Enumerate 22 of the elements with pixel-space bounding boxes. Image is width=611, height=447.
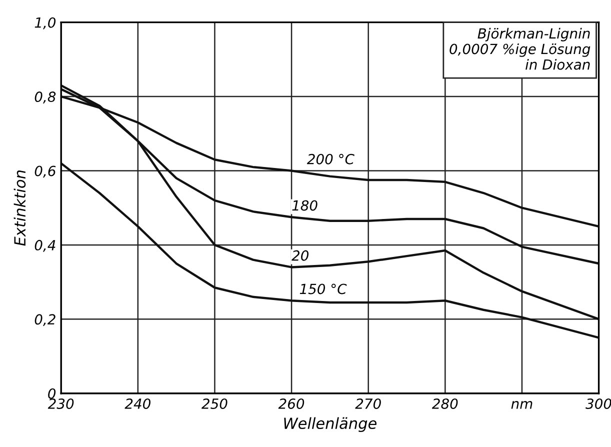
x-tick-label: 270: [355, 398, 381, 409]
x-tick-label: 300: [586, 398, 611, 409]
y-tick-label: 0,4: [34, 240, 56, 252]
y-tick-label: 0,6: [34, 166, 56, 178]
y-axis-title: Extinktion: [14, 170, 26, 246]
x-axis-title: Wellenlänge: [284, 417, 376, 432]
x-tick-label: 280: [432, 398, 458, 409]
x-tick-label: 240: [124, 398, 150, 409]
y-tick-label: 0: [48, 388, 56, 399]
annotation: 20: [292, 250, 309, 261]
annotation: Björkman-Lignin 0,0007 %ige Lösung in Dioxan: [450, 28, 590, 70]
annotation: 180: [292, 200, 318, 211]
x-tick-label: nm: [511, 400, 532, 409]
x-tick-label: 250: [202, 398, 228, 409]
line-series: [61, 88, 599, 320]
x-tick-label: 260: [278, 398, 304, 409]
y-tick-label: 0,8: [34, 92, 56, 104]
annotation: 150 °C: [300, 284, 347, 294]
annotation: 200 °C: [306, 154, 354, 164]
y-tick-label: 0,2: [34, 314, 56, 326]
y-tick-label: 1,0: [34, 17, 56, 30]
x-tick-label: 230: [48, 398, 74, 409]
